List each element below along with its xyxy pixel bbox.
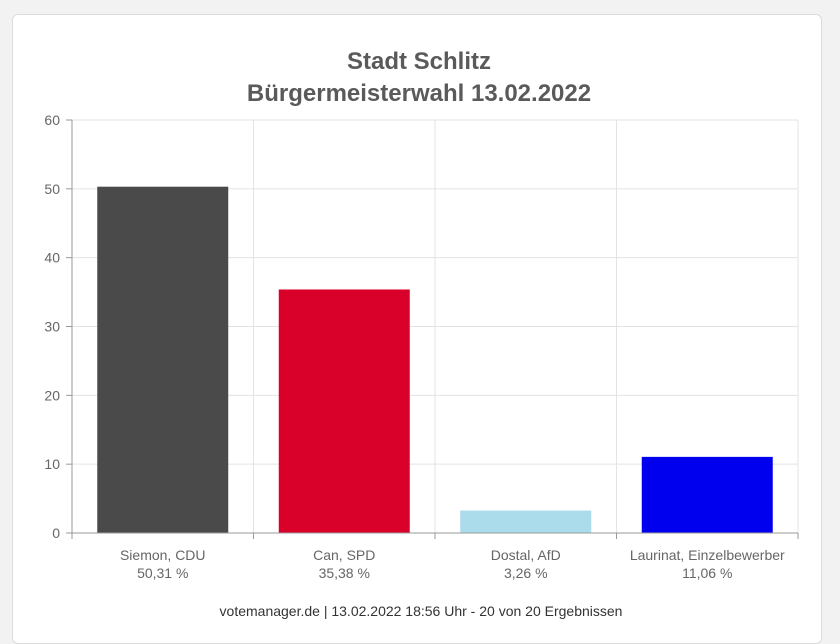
y-tick-label: 10 xyxy=(44,456,60,472)
y-tick-label: 0 xyxy=(52,525,60,541)
footer-text: votemanager.de | 13.02.2022 18:56 Uhr - … xyxy=(220,603,623,619)
category-label: Dostal, AfD xyxy=(491,547,561,563)
category-label: Can, SPD xyxy=(313,547,375,563)
value-label: 35,38 % xyxy=(319,565,370,581)
y-tick-label: 60 xyxy=(44,112,60,128)
bar[interactable] xyxy=(278,289,410,533)
y-tick-label: 20 xyxy=(44,387,60,403)
category-label: Siemon, CDU xyxy=(120,547,206,563)
chart-subtitle: Bürgermeisterwahl 13.02.2022 xyxy=(247,80,591,107)
y-tick-label: 30 xyxy=(44,319,60,335)
chart-title: Stadt Schlitz xyxy=(347,48,491,75)
value-label: 50,31 % xyxy=(137,565,188,581)
axes xyxy=(66,119,799,539)
value-label: 3,26 % xyxy=(504,565,548,581)
category-label: Laurinat, Einzelbewerber xyxy=(630,547,785,563)
bar[interactable] xyxy=(641,456,773,533)
value-label: 11,06 % xyxy=(682,565,732,581)
y-tick-label: 40 xyxy=(44,250,60,266)
labels: 0 10 20 30 40 50 60 Siemon, CDU 50,31 % Can, SPD 3… xyxy=(44,112,785,581)
bar[interactable] xyxy=(460,510,592,533)
y-tick-label: 50 xyxy=(44,181,60,197)
bars xyxy=(97,186,773,533)
bar[interactable] xyxy=(97,186,229,533)
